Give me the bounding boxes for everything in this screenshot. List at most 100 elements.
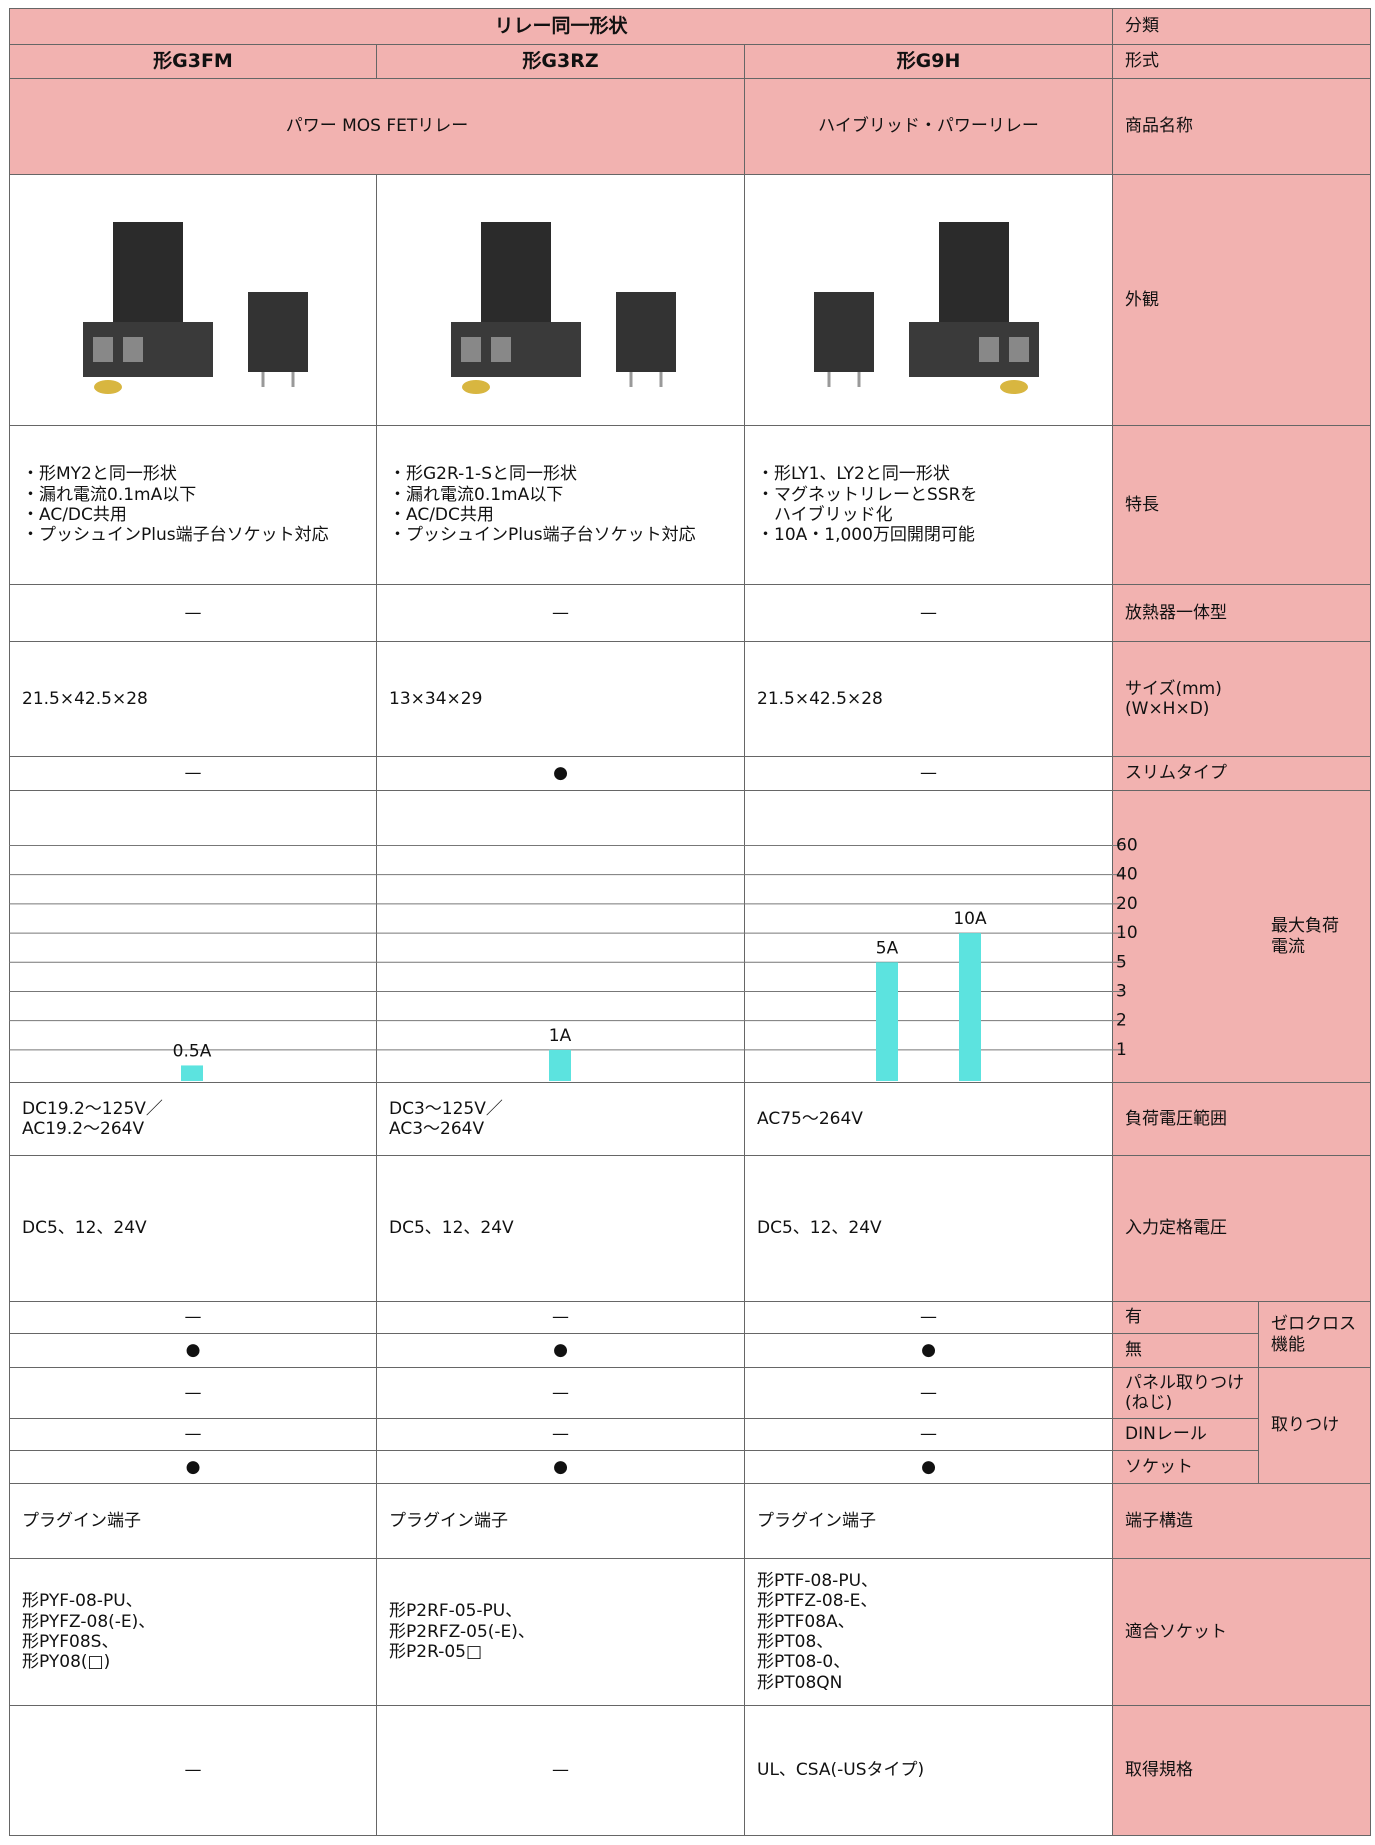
value-cell: DC3～125V／ AC3～264V (376, 1082, 745, 1156)
model-name: 形G3RZ (376, 44, 745, 79)
value-cell: DC5、12、24V (376, 1155, 745, 1302)
table-row: ・形MY2と同一形状 ・漏れ電流0.1mA以下 ・AC/DC共用 ・プッシュインPlu… (9, 425, 1371, 585)
latch (94, 380, 122, 395)
cell-line: 形PT08-0、 (757, 1652, 851, 1673)
cell-line: ・プッシュインPlus端子台ソケット対応 (389, 525, 696, 546)
bar (876, 962, 898, 1081)
row-label: 商品名称 (1112, 78, 1371, 175)
value-cell: 13×34×29 (376, 641, 745, 757)
table-row: 形G3FM 形G3RZ 形G9H 形式 (9, 44, 1371, 79)
value-cell: 形P2RF-05-PU、 形P2RFZ-05(-E)、 形P2R-05□ (376, 1558, 745, 1706)
row-label: 特長 (1112, 425, 1371, 585)
latch (999, 380, 1028, 395)
cell-line: ・形G2R-1-Sと同一形状 (389, 464, 577, 485)
row-label: 最大負荷 電流 (1112, 790, 1371, 1083)
relay-body (938, 222, 1009, 333)
value-cell: — (744, 584, 1113, 642)
value-cell: 21.5×42.5×28 (744, 641, 1113, 757)
row-label: 取得規格 (1112, 1705, 1371, 1836)
terminal (490, 337, 511, 363)
value-cell: — (9, 1301, 377, 1334)
relay-unit (248, 292, 308, 373)
chart-cell (744, 790, 1113, 1083)
y-tick-label: 10 (1116, 923, 1138, 943)
appearance-cell (9, 174, 377, 426)
row-label: 端子構造 (1112, 1483, 1371, 1559)
row-label: 負荷電圧範囲 (1112, 1082, 1371, 1156)
model-name: 形G3FM (9, 44, 377, 79)
value-cell: — (9, 756, 377, 791)
cell-line: 形PT08QN (757, 1672, 843, 1693)
cell-line: 形P2RFZ-05(-E)、 (389, 1621, 535, 1642)
current-chart: 1 2 3 5 10 20 40 60 0.5A 1A 5A 10A (9, 835, 1138, 1081)
cell-line: ・プッシュインPlus端子台ソケット対応 (22, 525, 329, 546)
cell-line: 形PTF08A、 (757, 1611, 855, 1632)
value-cell: 形PYF-08-PU、 形PYFZ-08(-E)、 形PYF08S、 形PY08(□) (9, 1558, 377, 1706)
value-cell: ・形MY2と同一形状 ・漏れ電流0.1mA以下 ・AC/DC共用 ・プッシュインPlu… (9, 425, 377, 585)
row-label: 適合ソケット (1112, 1558, 1371, 1706)
value-label: 0.5A (173, 1041, 212, 1061)
y-tick-label: 3 (1116, 981, 1127, 1001)
table-row: DC5、12、24V DC5、12、24V DC5、12、24V 入力定格電圧 (9, 1155, 1371, 1302)
product-photo (450, 222, 676, 395)
table-row: リレー同一形状 分類 (9, 8, 1371, 45)
y-tick-label: 2 (1116, 1011, 1127, 1031)
row-label: 外観 (1112, 174, 1371, 426)
product-photo (813, 222, 1039, 395)
value-cell: ● (376, 1450, 745, 1484)
latch (461, 380, 490, 395)
relay-unit (813, 292, 874, 373)
cell-line: ハイブリッド化 (757, 505, 893, 525)
value-cell: — (9, 584, 377, 642)
bar (959, 933, 981, 1081)
value-label: 10A (953, 909, 987, 929)
table-body: リレー同一形状 分類 形G3FM 形G3RZ 形G9H 形式 パワー MOS FETリレーハ… (9, 8, 1371, 1836)
cell-line: ・形LY1、LY2と同一形状 (757, 464, 950, 485)
group-label: 取りつけ (1258, 1367, 1371, 1484)
cell-line: 形PTFZ-08-E、 (757, 1591, 878, 1612)
value-cell: DC5、12、24V (744, 1155, 1113, 1302)
value-cell: AC75～264V (744, 1082, 1113, 1156)
value-cell: ● (9, 1450, 377, 1484)
appearance-cell (744, 174, 1113, 426)
group-label: ゼロクロス 機能 (1258, 1301, 1371, 1368)
value-cell: — (376, 1418, 745, 1451)
y-tick-label: 1 (1116, 1040, 1127, 1060)
table-row: — — — 有ゼロクロス 機能 (9, 1301, 1371, 1368)
value-cell: プラグイン端子 (9, 1483, 377, 1559)
value-cell: — (376, 1705, 745, 1836)
table-row: 形PYF-08-PU、 形PYFZ-08(-E)、 形PYF08S、 形PY08(□)… (9, 1558, 1371, 1706)
terminal (123, 337, 143, 363)
cell-line: ・マグネットリレーとSSRを (757, 484, 978, 505)
value-cell: — (9, 1705, 377, 1836)
cell-line: ・漏れ電流0.1mA以下 (22, 484, 197, 505)
cell-line: 形PYFZ-08(-E)、 (22, 1611, 156, 1632)
bar (549, 1049, 571, 1081)
bar (181, 1065, 203, 1081)
cell-line: 形P2RF-05-PU、 (389, 1601, 523, 1622)
table-row: ● ● ● ソケット (9, 1450, 1371, 1484)
cell-line: 形PYF08S、 (22, 1632, 119, 1652)
table-row: パワー MOS FETリレー ハイブリッド・パワーリレー 商品名称 (9, 78, 1371, 175)
table-row: プラグイン端子 プラグイン端子 プラグイン端子 端子構造 (9, 1483, 1371, 1559)
value-cell: ● (9, 1333, 377, 1368)
value-cell: — (744, 1367, 1113, 1419)
sub-label: ソケット (1112, 1450, 1259, 1484)
cell-line: ・漏れ電流0.1mA以下 (389, 484, 564, 505)
sub-label: 有 (1112, 1301, 1259, 1334)
value-cell: DC5、12、24V (9, 1155, 377, 1302)
value-label: 1A (549, 1026, 572, 1046)
value-cell: 21.5×42.5×28 (9, 641, 377, 757)
group-header: リレー同一形状 (9, 8, 1113, 45)
row-label: サイズ(mm) (W×H×D) (1112, 641, 1371, 757)
value-cell: UL、CSA(-USタイプ) (744, 1705, 1113, 1836)
value-cell: ・形G2R-1-Sと同一形状 ・漏れ電流0.1mA以下 ・AC/DC共用 ・プッシュイ… (376, 425, 745, 585)
value-cell: — (9, 1418, 377, 1451)
table-row: 21.5×42.5×28 13×34×29 21.5×42.5×28 サイズ(mm) … (9, 641, 1371, 757)
cell-line: 形P2R-05□ (389, 1642, 483, 1663)
table-row: — ● — スリムタイプ (9, 756, 1371, 791)
value-cell: ● (376, 1333, 745, 1368)
cell-line: 形PT08、 (757, 1632, 834, 1652)
cell-line: ・AC/DC共用 (389, 505, 494, 525)
table-row: — — — 放熱器一体型 (9, 584, 1371, 642)
